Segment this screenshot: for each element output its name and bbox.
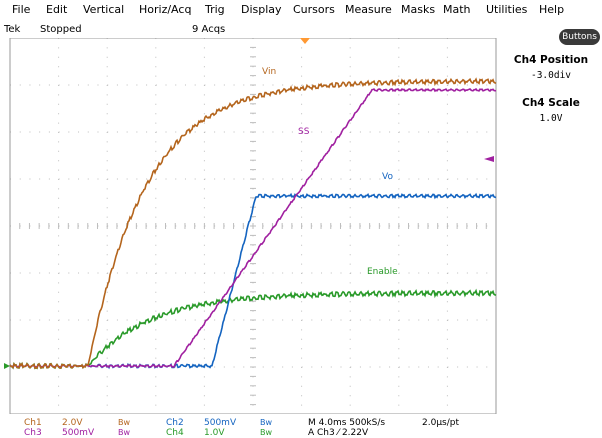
menu-masks[interactable]: Masks bbox=[401, 3, 436, 16]
trigger-readout[interactable]: A Ch3 ⁄ 2.22V bbox=[308, 428, 369, 438]
ch1-bw: Bw bbox=[118, 418, 131, 427]
menu-bar: File Edit Vertical Horiz/Acq Trig Displa… bbox=[0, 0, 602, 20]
menu-vertical[interactable]: Vertical bbox=[83, 3, 125, 16]
ground-marker-icon[interactable] bbox=[4, 363, 10, 369]
menu-measure[interactable]: Measure bbox=[345, 3, 392, 16]
ch4-name[interactable]: Ch4 bbox=[166, 428, 184, 438]
menu-horiz-acq[interactable]: Horiz/Acq bbox=[139, 3, 192, 16]
buttons-button[interactable]: Buttons bbox=[559, 29, 600, 45]
acquisition-state: Stopped bbox=[40, 24, 82, 35]
ch1-scale[interactable]: 2.0V bbox=[62, 418, 83, 428]
graticule bbox=[9, 38, 497, 414]
menu-math[interactable]: Math bbox=[443, 3, 471, 16]
ch2-name[interactable]: Ch2 bbox=[166, 418, 184, 428]
trace-enable bbox=[9, 288, 497, 370]
label-ss: SS bbox=[298, 127, 310, 137]
ch4-position-label: Ch4 Position bbox=[513, 54, 589, 66]
ch4-position-value[interactable]: -3.0div bbox=[530, 70, 572, 81]
label-vin: Vin bbox=[262, 67, 276, 77]
trigger-level-arrow-icon[interactable] bbox=[484, 156, 494, 162]
brand-label: Tek bbox=[4, 24, 21, 35]
waveform-display[interactable]: Vin SS Vo Enable bbox=[0, 38, 500, 414]
ch2-bw: Bw bbox=[260, 418, 273, 427]
label-enable: Enable bbox=[367, 267, 398, 277]
graticule-border bbox=[9, 38, 497, 414]
status-bar: Tek Stopped 9 Acqs bbox=[0, 22, 602, 36]
ch4-scale-value[interactable]: 1.0V bbox=[539, 113, 563, 124]
trigger-position-marker[interactable] bbox=[300, 38, 310, 44]
ch4-scale[interactable]: 1.0V bbox=[204, 428, 225, 438]
timebase-readout[interactable]: M 4.0ms 500kS/s bbox=[308, 418, 386, 428]
menu-cursors[interactable]: Cursors bbox=[293, 3, 335, 16]
ch2-scale[interactable]: 500mV bbox=[204, 418, 237, 428]
trace-ss bbox=[9, 87, 497, 369]
menu-file[interactable]: File bbox=[12, 3, 31, 16]
ch3-scale[interactable]: 500mV bbox=[62, 428, 95, 438]
menu-trig[interactable]: Trig bbox=[205, 3, 225, 16]
ch4-scale-label: Ch4 Scale bbox=[522, 97, 580, 109]
ch4-bw: Bw bbox=[260, 428, 273, 437]
menu-help[interactable]: Help bbox=[539, 3, 565, 16]
acquisition-count: 9 Acqs bbox=[192, 24, 226, 35]
menu-edit[interactable]: Edit bbox=[46, 3, 68, 16]
menu-utilities[interactable]: Utilities bbox=[486, 3, 528, 16]
ch3-name[interactable]: Ch3 bbox=[24, 428, 42, 438]
trace-vin bbox=[9, 77, 497, 370]
side-panel: Ch4 Position -3.0div Ch4 Scale 1.0V bbox=[500, 54, 602, 124]
label-vo: Vo bbox=[382, 172, 393, 182]
menu-display[interactable]: Display bbox=[241, 3, 282, 16]
ch1-name[interactable]: Ch1 bbox=[24, 418, 42, 428]
sample-interval-readout: 2.0µs/pt bbox=[422, 418, 460, 428]
ch3-bw: Bw bbox=[118, 428, 131, 437]
